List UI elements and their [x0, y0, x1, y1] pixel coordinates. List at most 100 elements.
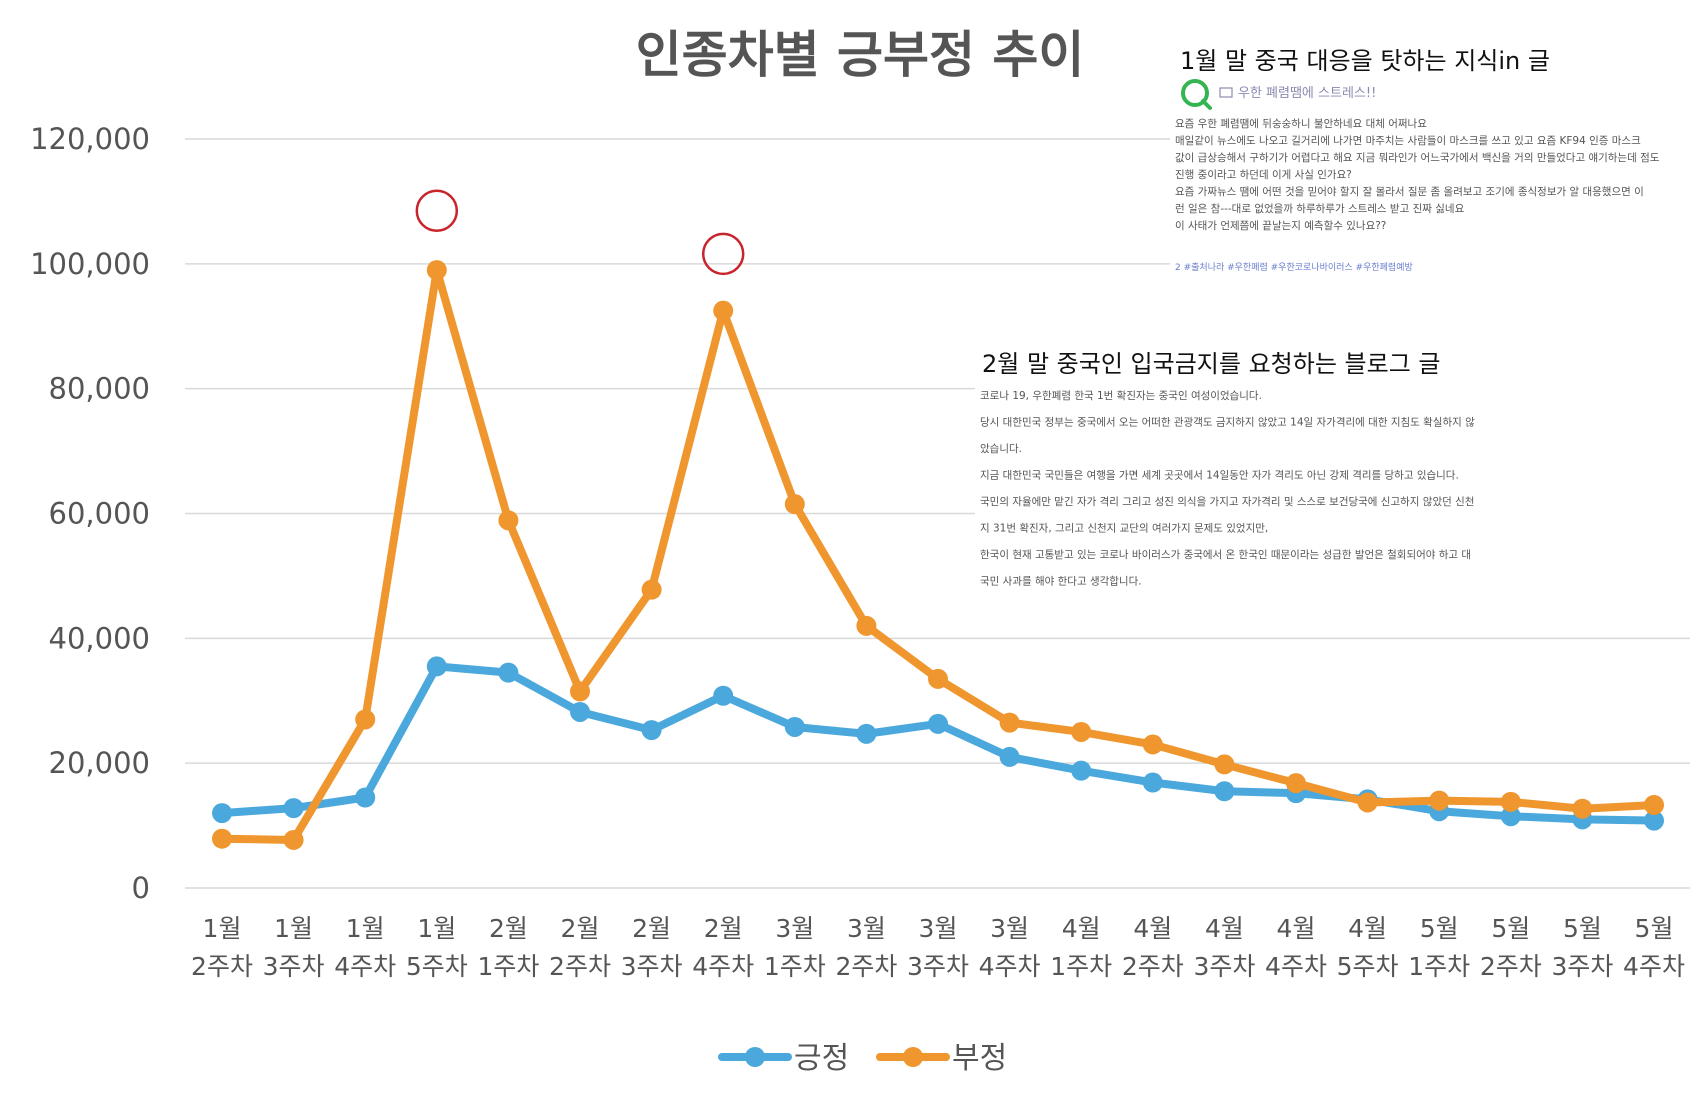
annotation-line: 았습니다.	[980, 443, 1022, 455]
y-tick-label: 60,000	[49, 497, 150, 531]
x-tick-label: 1월 4주차	[334, 914, 396, 981]
data-point	[784, 716, 805, 737]
x-tick-label: 3월 1주차	[764, 914, 826, 981]
x-tick-label-line: 4주차	[979, 952, 1041, 981]
x-tick-label-line: 2월	[561, 914, 600, 943]
legend-label: 긍정	[794, 1041, 849, 1076]
x-tick-label-line: 2주차	[1480, 952, 1542, 981]
annotation-line: 런 일은 참---대로 없었을까 하루하루가 스트레스 받고 진짜 싫네요	[1175, 202, 1465, 215]
legend-label: 부정	[952, 1041, 1007, 1076]
data-point	[355, 787, 376, 808]
data-point	[355, 709, 376, 730]
data-point	[1071, 760, 1092, 781]
legend-item: 부정	[876, 1041, 1007, 1076]
x-tick-label-line: 3월	[775, 914, 814, 943]
x-tick-label: 2월 1주차	[477, 914, 539, 981]
x-tick-label-line: 5월	[1420, 914, 1459, 943]
x-tick-label: 2월 4주차	[692, 914, 754, 981]
annotation-line: 국민 사과를 해야 한다고 생각합니다.	[980, 575, 1142, 588]
annotation-line: 값이 급상승해서 구하기가 어렵다고 해요 지금 뭐라인가 어느국가에서 백신을…	[1175, 151, 1660, 164]
x-tick-label: 2월 2주차	[549, 914, 611, 981]
x-tick-label: 1월 2주차	[191, 914, 253, 981]
x-tick-label-line: 5월	[1563, 914, 1602, 943]
x-tick-label-line: 3월	[919, 914, 958, 943]
data-point	[1429, 790, 1450, 811]
data-point	[1214, 781, 1235, 802]
data-point	[999, 712, 1020, 733]
annotation-line: 이 사태가 언제쯤에 끝날는지 예측할수 있나요??	[1175, 219, 1386, 232]
annotation-line: 요즘 가짜뉴스 땜에 어떤 것을 믿어야 할지 잘 몰라서 질문 좀 올려보고 …	[1175, 185, 1644, 198]
x-tick-label-line: 4월	[1062, 914, 1101, 943]
annotation-line: 지금 대한민국 국민들은 여행을 가면 세계 곳곳에서 14일동안 자가 격리도…	[980, 469, 1459, 482]
legend-item: 긍정	[718, 1041, 849, 1076]
series-negative	[212, 260, 1664, 850]
x-tick-label: 1월 3주차	[263, 914, 325, 981]
x-tick-label-line: 3주차	[621, 952, 683, 981]
annotation-line: 한국이 현재 고통받고 있는 코로나 바이러스가 중국에서 온 한국인 때문이라…	[980, 548, 1471, 561]
x-tick-label-line: 1주차	[1050, 952, 1112, 981]
x-tick-label-line: 2주차	[191, 952, 253, 981]
highlight-circle	[701, 232, 745, 276]
annotation-background	[975, 380, 1690, 600]
data-point	[1071, 721, 1092, 742]
data-point	[1572, 798, 1593, 819]
x-tick-label: 5월 4주차	[1623, 914, 1685, 981]
data-point	[426, 260, 447, 281]
x-tick-label: 1월 5주차	[406, 914, 468, 981]
x-tick-label-line: 1월	[417, 914, 456, 943]
x-tick-label-line: 2주차	[1122, 952, 1184, 981]
x-tick-label-line: 3주차	[907, 952, 969, 981]
data-point	[856, 723, 877, 744]
x-tick-label-line: 3주차	[263, 952, 325, 981]
x-tick-label-line: 5주차	[1337, 952, 1399, 981]
data-point	[856, 615, 877, 636]
x-tick-label: 4월 4주차	[1265, 914, 1327, 981]
x-tick-label-line: 4주차	[1265, 952, 1327, 981]
kin-logo-tail	[1201, 99, 1212, 110]
data-point	[928, 713, 948, 734]
x-tick-label-line: 1월	[274, 914, 313, 943]
x-tick-label-line: 4월	[1277, 914, 1316, 943]
annotation-background	[1170, 78, 1690, 278]
data-point	[1644, 810, 1664, 831]
annotation-line: 진행 중이라고 하던데 이게 사실 인가요?	[1175, 168, 1352, 181]
x-tick-label: 4월 5주차	[1337, 914, 1399, 981]
y-tick-label: 80,000	[49, 372, 150, 406]
annotation-line: 요즘 우한 폐렴땜에 뒤숭숭하니 불안하네요 대체 어쩌나요	[1175, 117, 1427, 130]
data-point	[212, 803, 232, 824]
legend: 긍정 부정	[718, 1041, 1007, 1076]
annotation-line: 당시 대한민국 정부는 중국에서 오는 어떠한 관광객도 금지하지 않았고 14…	[980, 416, 1475, 429]
x-tick-label: 4월 2주차	[1122, 914, 1184, 981]
x-tick-label-line: 1월	[346, 914, 385, 943]
data-point	[1214, 754, 1235, 775]
x-tick-label: 2월 3주차	[621, 914, 683, 981]
kin-logo-icon	[1181, 79, 1209, 107]
annotation-tags: 2 #출처나라 #우한폐렴 #우한코로나바이러스 #우한폐렴예방	[1175, 261, 1413, 273]
x-tick-label-line: 2주차	[549, 952, 611, 981]
legend-swatch-marker	[745, 1047, 765, 1067]
data-point	[1142, 734, 1163, 755]
x-tick-label-line: 5월	[1635, 914, 1674, 943]
x-tick-label: 5월 3주차	[1551, 914, 1613, 981]
x-tick-label-line: 1월	[203, 914, 242, 943]
data-point	[498, 510, 519, 531]
data-point	[1500, 791, 1521, 812]
x-tick-label-line: 4월	[1205, 914, 1244, 943]
y-axis-ticks: 120,000 100,000 80,000 60,000 40,000 20,000 0	[30, 122, 150, 905]
data-point	[426, 656, 447, 677]
x-tick-label-line: 1주차	[764, 952, 826, 981]
x-tick-label-line: 3주차	[1551, 952, 1613, 981]
data-point	[784, 494, 805, 515]
legend-swatch-marker	[903, 1047, 923, 1067]
mail-icon	[1219, 87, 1233, 98]
data-point	[713, 685, 734, 706]
data-point	[1142, 772, 1163, 793]
y-tick-label: 20,000	[49, 746, 150, 780]
highlight-circles	[415, 189, 745, 276]
x-tick-label-line: 5월	[1491, 914, 1530, 943]
annotation-line: 지 31번 확진자, 그리고 신천지 교단의 여러가지 문제도 있었지만,	[980, 522, 1268, 535]
x-tick-label-line: 2주차	[835, 952, 897, 981]
